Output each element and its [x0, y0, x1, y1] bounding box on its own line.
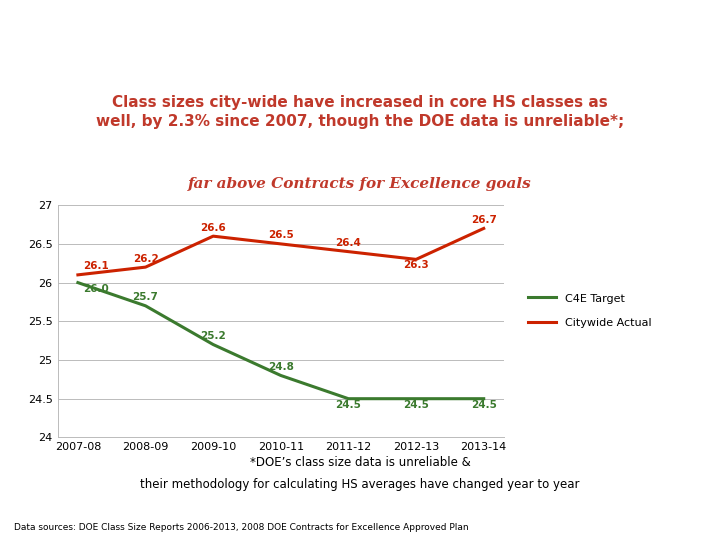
Text: 26.2: 26.2: [132, 254, 158, 264]
Text: their methodology for calculating HS averages have changed year to year: their methodology for calculating HS ave…: [140, 478, 580, 491]
Text: 26.4: 26.4: [336, 238, 361, 248]
Text: 26.7: 26.7: [471, 215, 497, 225]
Text: Data sources: DOE Class Size Reports 2006-2013, 2008 DOE Contracts for Excellenc: Data sources: DOE Class Size Reports 200…: [14, 523, 469, 532]
Text: 25.7: 25.7: [132, 292, 158, 302]
Text: far above Contracts for Excellence goals: far above Contracts for Excellence goals: [188, 177, 532, 191]
Text: 26.0: 26.0: [84, 284, 109, 294]
Text: 26.6: 26.6: [200, 222, 226, 233]
Text: 24.5: 24.5: [336, 400, 361, 410]
Text: Class sizes city-wide have increased in core HS classes as
well, by 2.3% since 2: Class sizes city-wide have increased in …: [96, 94, 624, 130]
Text: 24.8: 24.8: [268, 362, 294, 372]
Text: 26.3: 26.3: [403, 260, 429, 270]
Text: *DOE’s class size data is unreliable &: *DOE’s class size data is unreliable &: [250, 456, 470, 469]
Text: 25.2: 25.2: [200, 331, 226, 341]
Text: 26.5: 26.5: [268, 231, 294, 240]
Text: 24.5: 24.5: [403, 400, 429, 410]
Text: 26.1: 26.1: [84, 261, 109, 272]
Text: 24.5: 24.5: [471, 400, 497, 410]
Legend: C4E Target, Citywide Actual: C4E Target, Citywide Actual: [524, 288, 656, 333]
